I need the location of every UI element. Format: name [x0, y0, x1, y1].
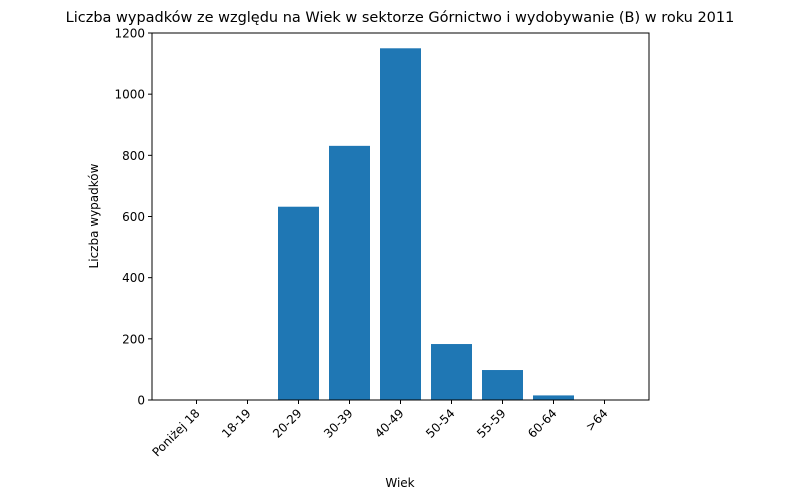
- y-tick-label: 0: [137, 394, 145, 408]
- y-tick-label: 400: [122, 271, 145, 285]
- chart-title: Liczba wypadków ze względu na Wiek w sek…: [66, 10, 735, 26]
- x-tick-label: 50-54: [423, 406, 458, 441]
- bar-40-49: [380, 48, 421, 401]
- x-tick-label: 55-59: [474, 406, 509, 441]
- x-tick-label: 20-29: [270, 406, 305, 441]
- bar-20-29: [278, 206, 319, 400]
- x-tick-label: 18-19: [219, 406, 254, 441]
- y-axis-label: Liczba wypadków: [87, 163, 101, 268]
- y-tick-label: 200: [122, 332, 145, 346]
- x-axis-ticks: Poniżej 18 18-19 20-29 30-39 40-49 50-54 55-59…: [149, 400, 611, 459]
- x-tick-label: 30-39: [321, 406, 356, 441]
- x-tick-label: >64: [583, 406, 611, 434]
- bar-55-59: [482, 370, 523, 400]
- y-tick-label: 1200: [114, 27, 145, 41]
- x-axis-label: Wiek: [385, 476, 414, 490]
- bar-50-54: [431, 344, 472, 400]
- y-tick-label: 800: [122, 149, 145, 163]
- bar-30-39: [329, 145, 370, 400]
- y-tick-label: 600: [122, 210, 145, 224]
- x-tick-label: Poniżej 18: [149, 406, 202, 459]
- plot-frame: [151, 32, 650, 401]
- bars-layer: [278, 48, 574, 401]
- y-tick-label: 1000: [114, 88, 145, 102]
- x-tick-label: 60-64: [525, 406, 560, 441]
- bar-60-64: [533, 395, 574, 400]
- x-tick-label: 40-49: [372, 406, 407, 441]
- y-axis-ticks: 0 200 400 600 800 1000 1200: [114, 27, 152, 408]
